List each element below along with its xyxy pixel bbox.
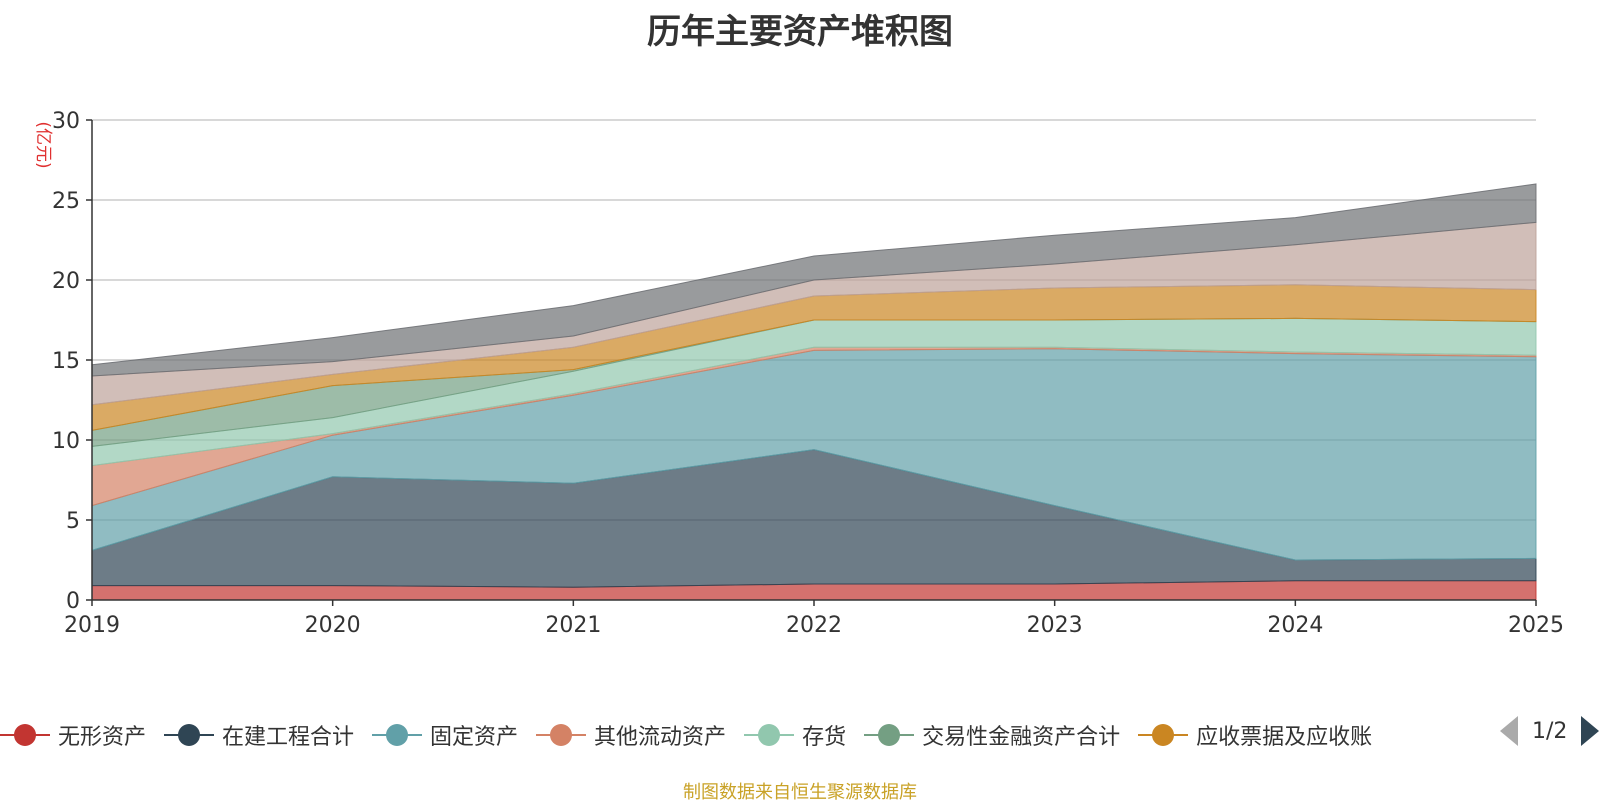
y-tick-label-5: 5: [66, 509, 80, 534]
legend-pager: 1/2: [1500, 716, 1600, 746]
legend-marker-icon: [1138, 723, 1189, 747]
legend-label: 交易性金融资产合计: [922, 725, 1121, 750]
legend-page-indicator: 1/2: [1532, 718, 1568, 744]
legend-item-0[interactable]: 无形资产: [0, 719, 146, 751]
legend-marker-icon: [164, 723, 215, 747]
area-series-layer: [91, 183, 1537, 601]
x-tick-label-2019: 2019: [64, 613, 120, 638]
data-source-note: 制图数据来自恒生聚源数据库: [683, 782, 917, 803]
legend-marker-dot: [1152, 724, 1175, 746]
x-tick-label-2025: 2025: [1508, 613, 1564, 638]
x-tick-label-2021: 2021: [545, 613, 601, 638]
chart-title: 历年主要资产堆积图: [647, 12, 953, 52]
legend-item-3[interactable]: 其他流动资产: [536, 719, 726, 751]
legend-marker-icon: [0, 723, 50, 747]
legend-marker-icon: [536, 723, 587, 747]
y-tick-label-15: 15: [52, 349, 80, 374]
y-tick-label-30: 30: [52, 109, 80, 134]
area-series-8[interactable]: [91, 183, 1537, 377]
y-tick-label-10: 10: [52, 429, 80, 454]
legend-marker-dot: [878, 724, 901, 746]
legend-marker-icon: [372, 723, 423, 747]
legend-item-6[interactable]: 应收票据及应收账: [1138, 719, 1372, 751]
legend-label: 无形资产: [58, 725, 147, 750]
y-tick-label-0: 0: [66, 589, 80, 614]
legend-marker-dot: [550, 724, 573, 746]
legend-item-1[interactable]: 在建工程合计: [164, 719, 354, 751]
x-tick-label-2023: 2023: [1027, 613, 1083, 638]
y-axis-unit-label: (亿元): [33, 121, 53, 168]
x-tick-label-2022: 2022: [786, 613, 842, 638]
legend-item-2[interactable]: 固定资产: [372, 719, 518, 751]
legend-label: 固定资产: [430, 725, 519, 750]
x-tick-label-2020: 2020: [305, 613, 361, 638]
legend-marker-dot: [14, 724, 36, 746]
legend-label: 其他流动资产: [594, 725, 727, 750]
legend-label: 存货: [802, 725, 847, 750]
legend-item-5[interactable]: 交易性金融资产合计: [864, 719, 1120, 751]
legend-label: 在建工程合计: [222, 725, 355, 750]
legend: 无形资产 在建工程合计 固定资产 其他流动资产 存货 交易性金融资产合计 应收票据及应收账: [0, 718, 1390, 752]
legend-item-4[interactable]: 存货: [744, 719, 846, 751]
legend-marker-dot: [758, 724, 781, 746]
legend-marker-dot: [178, 724, 201, 746]
legend-marker-icon: [744, 723, 795, 747]
x-tick-label-2024: 2024: [1267, 613, 1323, 638]
legend-prev-icon[interactable]: [1500, 716, 1518, 746]
legend-label: 应收票据及应收账: [1196, 725, 1373, 750]
legend-next-icon[interactable]: [1581, 716, 1600, 746]
y-tick-label-25: 25: [52, 189, 80, 214]
legend-marker-icon: [864, 723, 915, 747]
y-tick-label-20: 20: [52, 269, 80, 294]
legend-marker-dot: [386, 724, 409, 746]
